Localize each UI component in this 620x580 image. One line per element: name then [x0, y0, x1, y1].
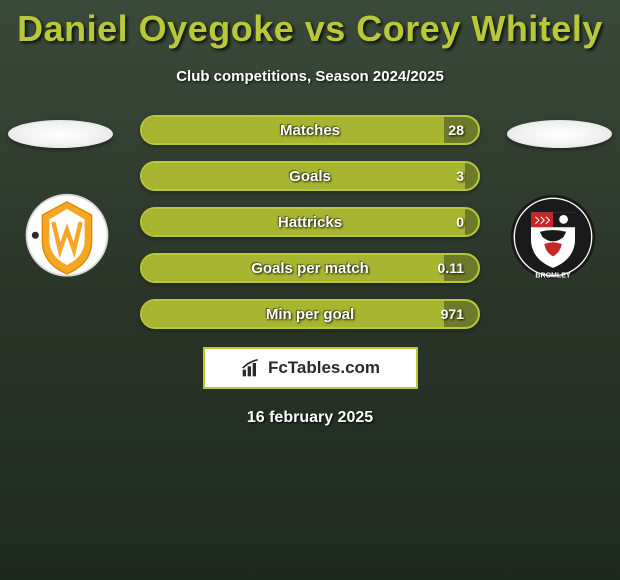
- stat-bar: Goals per match0.11: [140, 253, 480, 283]
- svg-text:BROMLEY: BROMLEY: [535, 272, 570, 279]
- comparison-panel: BROMLEY Matches28 Goals3 Hattricks0 Goals p…: [0, 115, 620, 427]
- mk-dons-icon: [22, 193, 112, 281]
- stats-bars: Matches28 Goals3 Hattricks0 Goals per match…: [140, 115, 480, 329]
- brand-label: FcTables.com: [268, 358, 380, 378]
- player-right-avatar-placeholder: [507, 120, 612, 148]
- player-left-avatar-placeholder: [8, 120, 113, 148]
- stat-label: Hattricks: [142, 209, 478, 235]
- stat-value: 0: [456, 209, 464, 235]
- stat-value: 0.11: [438, 255, 464, 281]
- club-badge-left: [22, 193, 112, 281]
- stat-bar: Min per goal971: [140, 299, 480, 329]
- stat-label: Min per goal: [142, 301, 478, 327]
- subtitle: Club competitions, Season 2024/2025: [0, 68, 620, 85]
- stat-label: Goals: [142, 163, 478, 189]
- stat-label: Goals per match: [142, 255, 478, 281]
- date-label: 16 february 2025: [10, 409, 610, 427]
- stat-label: Matches: [142, 117, 478, 143]
- stat-value: 971: [441, 301, 464, 327]
- page-title: Daniel Oyegoke vs Corey Whitely: [0, 0, 620, 50]
- brand-box[interactable]: FcTables.com: [203, 347, 418, 389]
- stat-bar: Hattricks0: [140, 207, 480, 237]
- club-badge-right: BROMLEY: [508, 193, 598, 281]
- chart-icon: [240, 358, 262, 378]
- bromley-icon: BROMLEY: [508, 193, 598, 281]
- stat-value: 3: [456, 163, 464, 189]
- stat-value: 28: [448, 117, 464, 143]
- stat-bar: Matches28: [140, 115, 480, 145]
- stat-bar: Goals3: [140, 161, 480, 191]
